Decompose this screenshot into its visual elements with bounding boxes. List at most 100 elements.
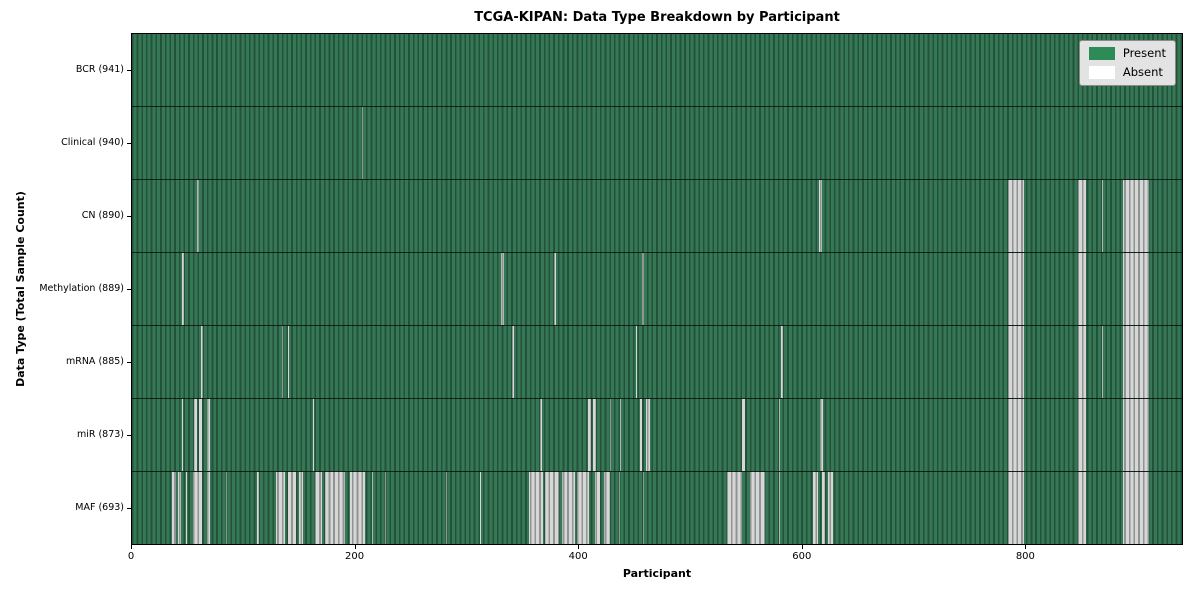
absent-stripe [639, 399, 642, 471]
absent-stripe [544, 472, 560, 544]
y-tick-mark [127, 362, 131, 364]
absent-stripe [1122, 399, 1149, 471]
absent-stripe [1078, 326, 1087, 398]
absent-stripe [1007, 326, 1024, 398]
absent-stripe [636, 326, 638, 398]
absent-stripe [595, 472, 600, 544]
absent-stripe [619, 399, 621, 471]
absent-stripe [1007, 472, 1024, 544]
x-tick-label: 400 [568, 551, 588, 562]
absent-stripe [561, 472, 575, 544]
absent-stripe [512, 326, 514, 398]
absent-stripe [1122, 326, 1149, 398]
y-tick-label-mRNA: mRNA (885) [65, 356, 124, 368]
absent-stripe [371, 472, 373, 544]
absent-stripe [646, 399, 650, 471]
absent-stripe [577, 472, 590, 544]
x-tick-mark [578, 545, 580, 549]
heatmap-row-Methylation [132, 252, 1182, 325]
absent-stripe [196, 180, 199, 252]
absent-stripe [592, 399, 597, 471]
legend-label-absent: Absent [1122, 64, 1163, 79]
y-tick-mark [127, 435, 131, 437]
absent-stripe [1122, 253, 1149, 325]
absent-stripe [288, 326, 290, 398]
y-tick-label-Methylation: Methylation (889) [39, 283, 124, 294]
y-tick-label-CN: CN (890) [81, 209, 124, 221]
x-tick-label: 0 [127, 551, 135, 562]
plot-area: Present Absent [131, 33, 1183, 545]
x-tick-label: 200 [345, 551, 365, 562]
absent-stripe [1007, 180, 1024, 252]
absent-stripe [1078, 472, 1087, 544]
absent-stripe [185, 472, 187, 544]
y-tick-label-miR: miR (873) [76, 429, 124, 441]
absent-stripe [177, 472, 182, 544]
x-tick-mark [354, 545, 356, 549]
y-tick-label-BCR: BCR (941) [75, 63, 124, 75]
absent-stripe [182, 253, 185, 325]
absent-stripe [349, 472, 366, 544]
x-axis-label: Participant [622, 567, 692, 580]
absent-stripe [781, 326, 783, 398]
absent-stripe [750, 472, 765, 544]
absent-stripe [385, 472, 387, 544]
absent-swatch-icon [1088, 66, 1115, 79]
present-swatch-icon [1088, 47, 1115, 60]
heatmap-row-Clinical [132, 106, 1182, 179]
absent-stripe [821, 472, 825, 544]
absent-stripe [172, 472, 176, 544]
absent-stripe [325, 472, 346, 544]
absent-stripe [312, 399, 314, 471]
absent-stripe [726, 472, 743, 544]
heatmap-row-MAF [132, 471, 1182, 544]
absent-stripe [206, 472, 211, 544]
absent-stripe [828, 472, 833, 544]
absent-stripe [553, 253, 556, 325]
absent-stripe [1007, 399, 1024, 471]
absent-stripe [779, 472, 781, 544]
y-tick-mark [127, 142, 131, 144]
heatmap-row-CN [132, 179, 1182, 252]
absent-stripe [588, 399, 591, 471]
absent-stripe [256, 472, 260, 544]
absent-stripe [445, 472, 447, 544]
y-tick-mark [127, 289, 131, 290]
x-tick-label: 800 [1015, 551, 1035, 562]
x-tick-mark [801, 545, 803, 549]
y-axis-label: Data Type (Total Sample Count) [14, 191, 27, 387]
absent-stripe [1101, 326, 1103, 398]
absent-stripe [288, 472, 296, 544]
heatmap-row-miR [132, 398, 1182, 471]
x-tick-mark [1025, 545, 1027, 549]
absent-stripe [299, 472, 303, 544]
y-tick-mark [127, 508, 131, 510]
absent-stripe [1101, 180, 1103, 252]
legend-label-present: Present [1122, 45, 1166, 60]
absent-stripe [609, 399, 611, 471]
absent-stripe [501, 253, 504, 325]
legend: Present Absent [1078, 40, 1176, 86]
absent-stripe [618, 472, 620, 544]
absent-stripe [812, 472, 819, 544]
absent-stripe [641, 253, 645, 325]
absent-stripe [1122, 180, 1149, 252]
absent-stripe [480, 472, 482, 544]
y-tick-mark [127, 69, 131, 71]
y-tick-label-MAF: MAF (693) [75, 502, 124, 514]
absent-stripe [742, 399, 745, 471]
heatmap-row-BCR [132, 34, 1182, 106]
absent-stripe [206, 399, 211, 471]
absent-stripe [314, 472, 322, 544]
absent-stripe [201, 326, 204, 398]
absent-stripe [193, 472, 203, 544]
y-tick-label-Clinical: Clinical (940) [61, 136, 124, 148]
y-tick-mark [127, 215, 131, 217]
absent-stripe [361, 107, 363, 179]
absent-stripe [820, 399, 823, 471]
absent-stripe [529, 472, 543, 544]
absent-stripe [603, 472, 610, 544]
absent-stripe [1007, 253, 1024, 325]
chart-title: TCGA-KIPAN: Data Type Breakdown by Parti… [474, 10, 840, 25]
